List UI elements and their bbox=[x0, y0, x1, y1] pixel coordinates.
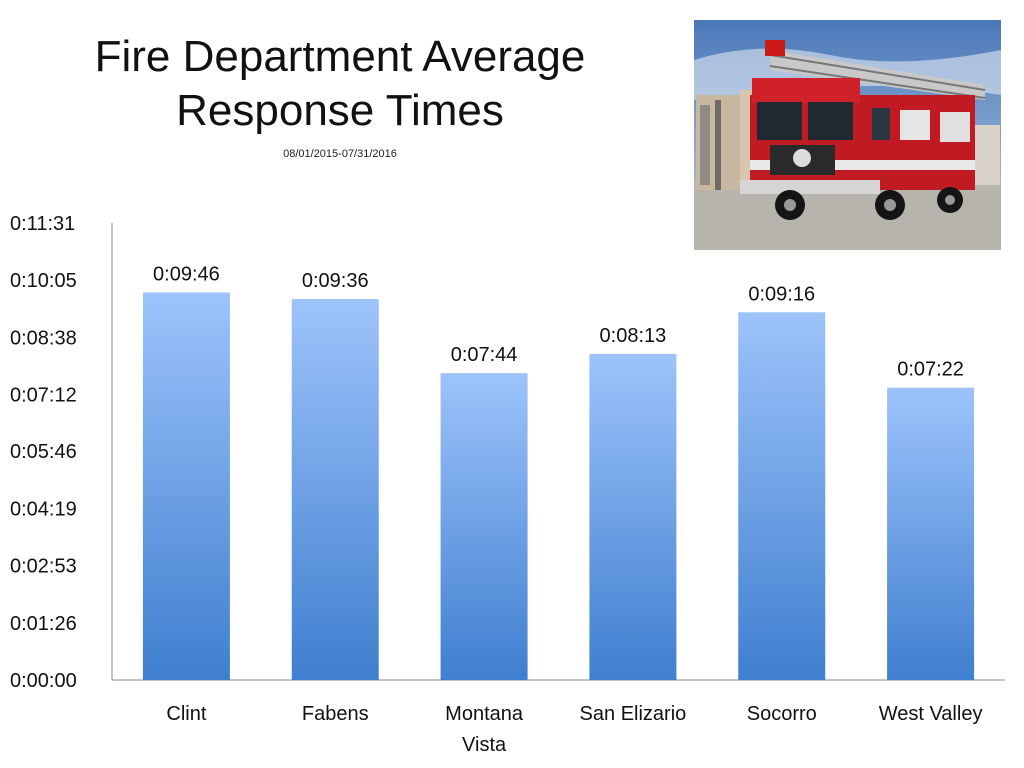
y-tick-label: 0:05:46 bbox=[10, 441, 77, 463]
bar-value-label: 0:08:13 bbox=[600, 325, 667, 347]
x-category-label: San Elizario bbox=[580, 703, 687, 725]
bar bbox=[440, 373, 528, 680]
chart-axes bbox=[111, 223, 1005, 681]
fire-truck-photo bbox=[694, 20, 1001, 250]
bar-value-label: 0:07:44 bbox=[451, 344, 518, 366]
bar-value-label: 0:09:36 bbox=[302, 270, 369, 292]
y-tick-label: 0:04:19 bbox=[10, 499, 77, 521]
y-axis-ticks: 0:00:00 0:01:26 0:02:53 0:04:19 0:05:46 0:07:… bbox=[10, 213, 77, 692]
bar bbox=[738, 312, 826, 680]
bars bbox=[142, 292, 975, 680]
y-tick-label: 0:02:53 bbox=[10, 556, 77, 578]
bar bbox=[142, 292, 230, 680]
bar bbox=[887, 387, 975, 680]
bar bbox=[291, 299, 379, 680]
x-category-label: Clint bbox=[166, 703, 206, 725]
title-line-2: Response Times bbox=[176, 86, 504, 135]
x-category-label: Montana bbox=[445, 703, 524, 725]
data-labels: 0:09:46 0:09:36 0:07:44 0:08:13 0:09:16 0:07:… bbox=[153, 263, 964, 380]
y-tick-label: 0:11:31 bbox=[10, 213, 75, 235]
x-category-label: Vista bbox=[462, 734, 507, 756]
y-tick-label: 0:01:26 bbox=[10, 613, 77, 635]
x-category-label: Socorro bbox=[747, 703, 817, 725]
chart-subtitle: 08/01/2015-07/31/2016 bbox=[283, 148, 397, 160]
title-line-1: Fire Department Average bbox=[94, 32, 586, 81]
y-tick-label: 0:07:12 bbox=[10, 384, 77, 406]
bar-value-label: 0:09:46 bbox=[153, 263, 220, 285]
bar-value-label: 0:09:16 bbox=[748, 283, 815, 305]
y-tick-label: 0:08:38 bbox=[10, 327, 77, 349]
y-tick-label: 0:00:00 bbox=[10, 670, 77, 692]
y-tick-label: 0:10:05 bbox=[10, 270, 77, 292]
x-category-label: West Valley bbox=[879, 703, 983, 725]
chart-title: Fire Department Average Response Times bbox=[40, 30, 640, 138]
x-category-label: Fabens bbox=[302, 703, 369, 725]
category-labels: Clint Fabens Montana Vista San Elizario Socor… bbox=[166, 703, 982, 756]
bar bbox=[589, 353, 677, 680]
bar-value-label: 0:07:22 bbox=[897, 359, 964, 381]
